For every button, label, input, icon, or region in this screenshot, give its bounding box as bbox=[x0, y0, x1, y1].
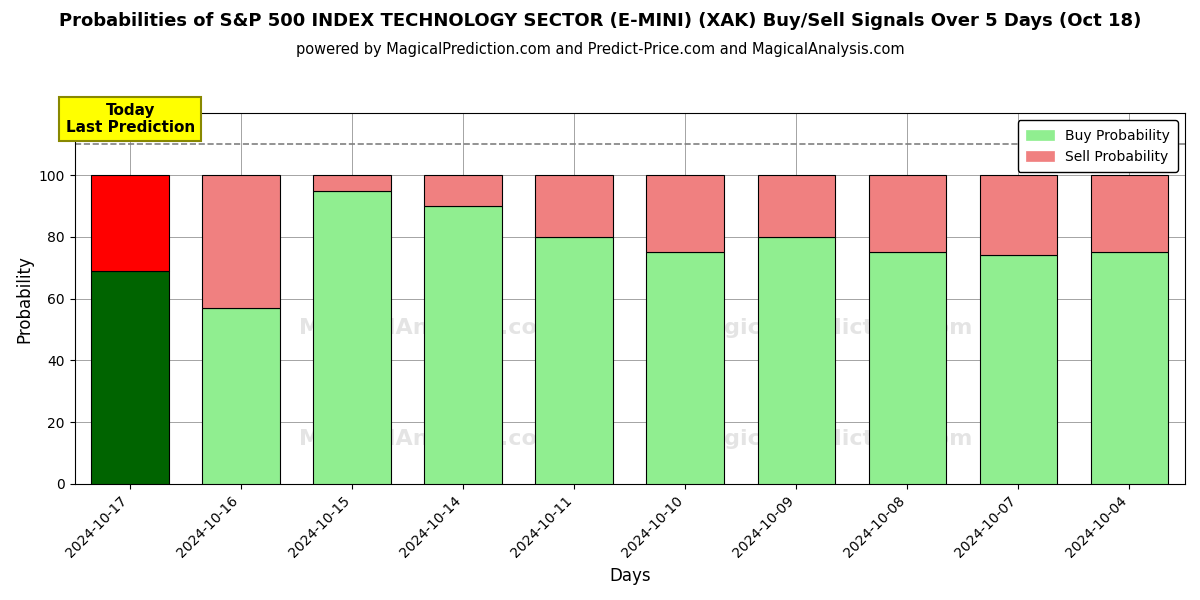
Bar bbox=[203, 175, 280, 308]
Bar bbox=[313, 191, 391, 484]
Bar bbox=[757, 237, 835, 484]
Text: Today
Last Prediction: Today Last Prediction bbox=[66, 103, 194, 135]
Text: MagicalAnalysis.com: MagicalAnalysis.com bbox=[300, 430, 560, 449]
Text: MagicalAnalysis.com: MagicalAnalysis.com bbox=[300, 318, 560, 338]
Bar bbox=[647, 253, 725, 484]
Text: MagicalPrediction.com: MagicalPrediction.com bbox=[688, 318, 972, 338]
Bar bbox=[647, 175, 725, 253]
Bar bbox=[535, 175, 613, 237]
Bar bbox=[535, 237, 613, 484]
Bar bbox=[979, 256, 1057, 484]
Text: powered by MagicalPrediction.com and Predict-Price.com and MagicalAnalysis.com: powered by MagicalPrediction.com and Pre… bbox=[295, 42, 905, 57]
Bar bbox=[91, 175, 169, 271]
Bar bbox=[1091, 175, 1169, 253]
Y-axis label: Probability: Probability bbox=[16, 254, 34, 343]
Bar bbox=[757, 175, 835, 237]
Bar bbox=[203, 308, 280, 484]
Bar bbox=[979, 175, 1057, 256]
Bar bbox=[1091, 253, 1169, 484]
Bar bbox=[425, 175, 502, 206]
Bar bbox=[869, 175, 947, 253]
Text: Probabilities of S&P 500 INDEX TECHNOLOGY SECTOR (E-MINI) (XAK) Buy/Sell Signals: Probabilities of S&P 500 INDEX TECHNOLOG… bbox=[59, 12, 1141, 30]
Bar bbox=[91, 271, 169, 484]
Bar bbox=[425, 206, 502, 484]
Text: MagicalPrediction.com: MagicalPrediction.com bbox=[688, 430, 972, 449]
Bar bbox=[869, 253, 947, 484]
Legend: Buy Probability, Sell Probability: Buy Probability, Sell Probability bbox=[1018, 121, 1178, 172]
X-axis label: Days: Days bbox=[610, 567, 650, 585]
Bar bbox=[313, 175, 391, 191]
